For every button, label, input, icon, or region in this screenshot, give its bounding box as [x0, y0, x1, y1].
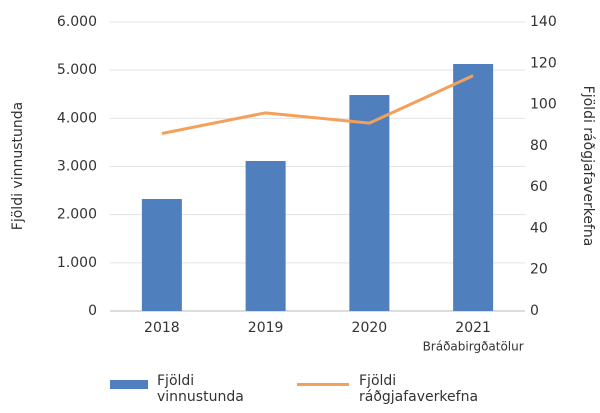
- y2-tick-label: 80: [530, 138, 548, 154]
- y-tick-label: 5.000: [57, 62, 97, 78]
- bar: [453, 64, 494, 311]
- y2-tick-label: 100: [530, 97, 557, 113]
- y2-tick-label: 60: [530, 179, 548, 195]
- legend-swatch: [297, 383, 349, 386]
- bar: [349, 95, 390, 312]
- x-tick-label: 2021: [455, 320, 491, 336]
- y2-tick-label: 20: [530, 262, 548, 278]
- y-tick-label: 1.000: [57, 255, 97, 271]
- y-axis-title: Fjöldi vinnustunda: [10, 102, 26, 230]
- y2-tick-label: 0: [530, 303, 539, 319]
- bar: [245, 161, 286, 311]
- y-tick-label: 4.000: [57, 110, 97, 126]
- legend-label: Fjöldi ráðgjafaverkefna: [359, 373, 479, 405]
- y-tick-label: 2.000: [57, 207, 97, 223]
- y-tick-label: 6.000: [57, 14, 97, 30]
- y-tick-label: 0: [88, 303, 97, 319]
- x-tick-label: 2018: [144, 320, 180, 336]
- y2-axis-title: Fjöldi ráðgjafaverkefna: [580, 86, 596, 247]
- y2-tick-label: 120: [530, 55, 557, 71]
- legend-swatch: [110, 380, 148, 389]
- y2-tick-label: 40: [530, 220, 548, 236]
- y2-tick-label: 140: [530, 14, 557, 30]
- line: [161, 74, 474, 135]
- x-tick-label: 2019: [248, 320, 284, 336]
- x-tick-label: 2020: [352, 320, 388, 336]
- bar: [141, 199, 182, 311]
- y-tick-label: 3.000: [57, 159, 97, 175]
- legend-label: Fjöldi vinnustunda: [157, 373, 244, 405]
- annotation: Bráðabirgðatölur: [423, 340, 524, 354]
